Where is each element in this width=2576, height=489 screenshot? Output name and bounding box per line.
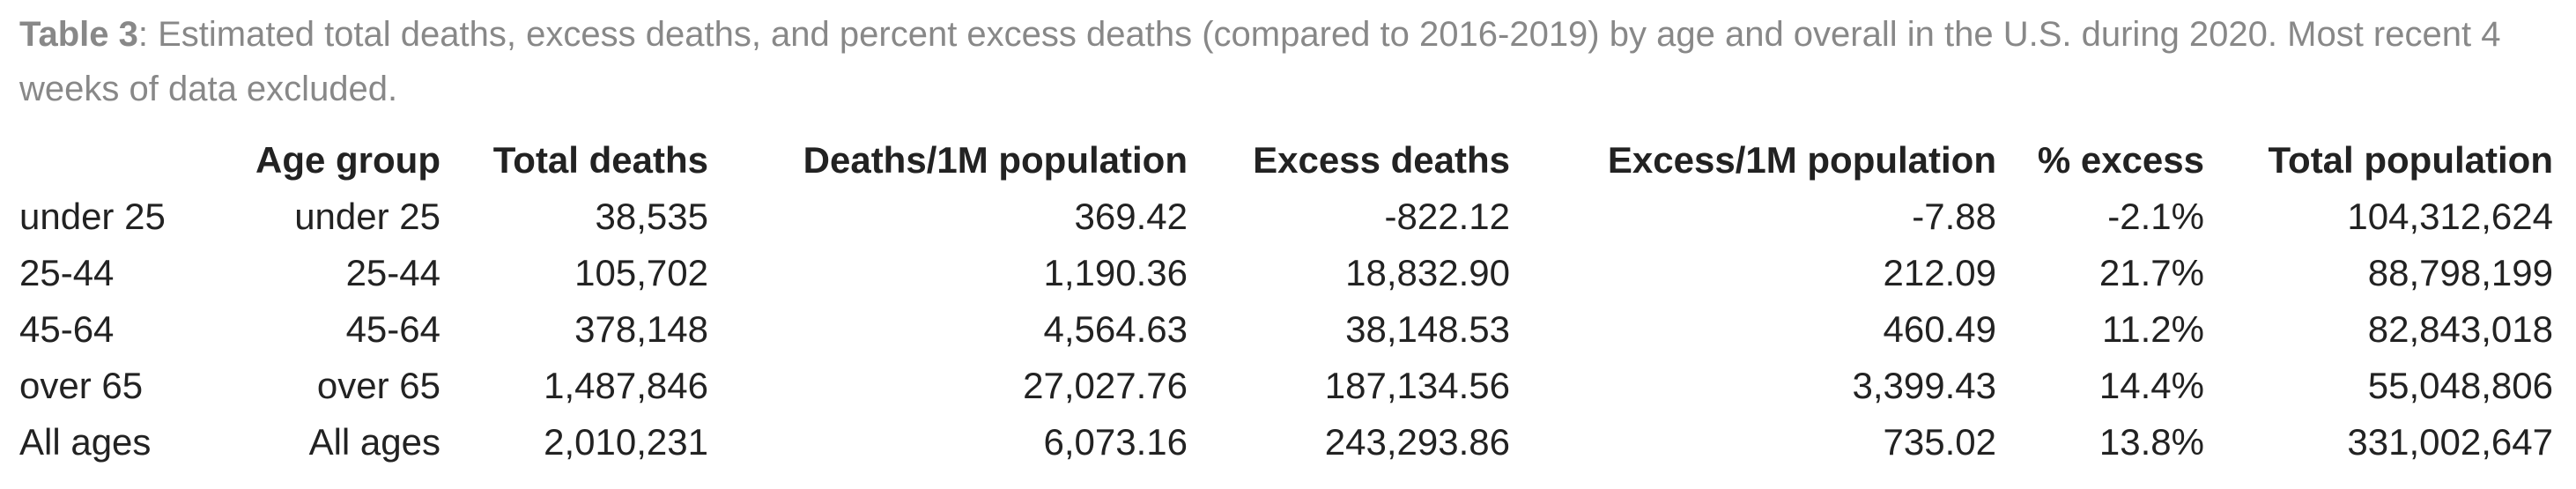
- deaths-table: Age group Total deaths Deaths/1M populat…: [9, 132, 2564, 470]
- age-group-cell: 45-64: [345, 308, 440, 350]
- age-group-cell: 25-44: [345, 252, 440, 293]
- row-index: over 65: [19, 365, 144, 406]
- column-header-percent-excess: % excess: [2037, 139, 2204, 181]
- excess-deaths-cell: -822.12: [1384, 196, 1510, 237]
- row-index: All ages: [19, 421, 152, 463]
- total-population-cell: 82,843,018: [2367, 308, 2553, 350]
- deaths-per-1m-cell: 1,190.36: [1043, 252, 1188, 293]
- column-header-deaths-per-1m: Deaths/1M population: [803, 139, 1188, 181]
- age-group-cell: under 25: [294, 196, 440, 237]
- deaths-per-1m-cell: 6,073.16: [1043, 421, 1188, 463]
- row-index: 25-44: [19, 252, 115, 293]
- percent-excess-cell: 13.8%: [2099, 421, 2204, 463]
- age-group-cell: All ages: [308, 421, 440, 463]
- total-deaths-cell: 2,010,231: [544, 421, 708, 463]
- excess-per-1m-cell: 735.02: [1883, 421, 1996, 463]
- row-index: 45-64: [19, 308, 115, 350]
- excess-per-1m-cell: 212.09: [1883, 252, 1996, 293]
- table-row: All ages All ages 2,010,231 6,073.16 243…: [9, 414, 2564, 470]
- excess-deaths-cell: 38,148.53: [1345, 308, 1510, 350]
- deaths-per-1m-cell: 4,564.63: [1043, 308, 1188, 350]
- column-header-total-deaths: Total deaths: [492, 139, 708, 181]
- percent-excess-cell: 21.7%: [2099, 252, 2204, 293]
- column-header-age-group: Age group: [255, 139, 440, 181]
- total-population-cell: 104,312,624: [2347, 196, 2553, 237]
- total-deaths-cell: 378,148: [574, 308, 708, 350]
- excess-deaths-cell: 187,134.56: [1324, 365, 1510, 406]
- excess-per-1m-cell: 3,399.43: [1852, 365, 1997, 406]
- percent-excess-cell: 14.4%: [2099, 365, 2204, 406]
- percent-excess-cell: -2.1%: [2107, 196, 2204, 237]
- total-deaths-cell: 105,702: [574, 252, 708, 293]
- deaths-per-1m-cell: 369.42: [1074, 196, 1188, 237]
- excess-deaths-cell: 18,832.90: [1345, 252, 1510, 293]
- table-row: 45-64 45-64 378,148 4,564.63 38,148.53 4…: [9, 301, 2564, 358]
- excess-deaths-cell: 243,293.86: [1324, 421, 1510, 463]
- caption-label: Table 3: [19, 15, 138, 54]
- total-deaths-cell: 1,487,846: [544, 365, 708, 406]
- column-header-total-population: Total population: [2268, 139, 2554, 181]
- header-row: Age group Total deaths Deaths/1M populat…: [9, 132, 2564, 189]
- total-population-cell: 331,002,647: [2347, 421, 2553, 463]
- column-header-excess-deaths: Excess deaths: [1253, 139, 1510, 181]
- table-row: over 65 over 65 1,487,846 27,027.76 187,…: [9, 358, 2564, 414]
- age-group-cell: over 65: [316, 365, 440, 406]
- column-header-index: [9, 132, 231, 189]
- caption-text: : Estimated total deaths, excess deaths,…: [19, 15, 2501, 108]
- row-index: under 25: [19, 196, 166, 237]
- total-deaths-cell: 38,535: [595, 196, 708, 237]
- deaths-per-1m-cell: 27,027.76: [1023, 365, 1188, 406]
- total-population-cell: 88,798,199: [2367, 252, 2553, 293]
- column-header-excess-per-1m: Excess/1M population: [1607, 139, 1996, 181]
- table-caption: Table 3: Estimated total deaths, excess …: [19, 7, 2557, 116]
- percent-excess-cell: 11.2%: [2102, 308, 2204, 350]
- table-row: under 25 under 25 38,535 369.42 -822.12 …: [9, 189, 2564, 245]
- excess-per-1m-cell: -7.88: [1912, 196, 1996, 237]
- table-row: 25-44 25-44 105,702 1,190.36 18,832.90 2…: [9, 245, 2564, 301]
- excess-per-1m-cell: 460.49: [1883, 308, 1996, 350]
- total-population-cell: 55,048,806: [2367, 365, 2553, 406]
